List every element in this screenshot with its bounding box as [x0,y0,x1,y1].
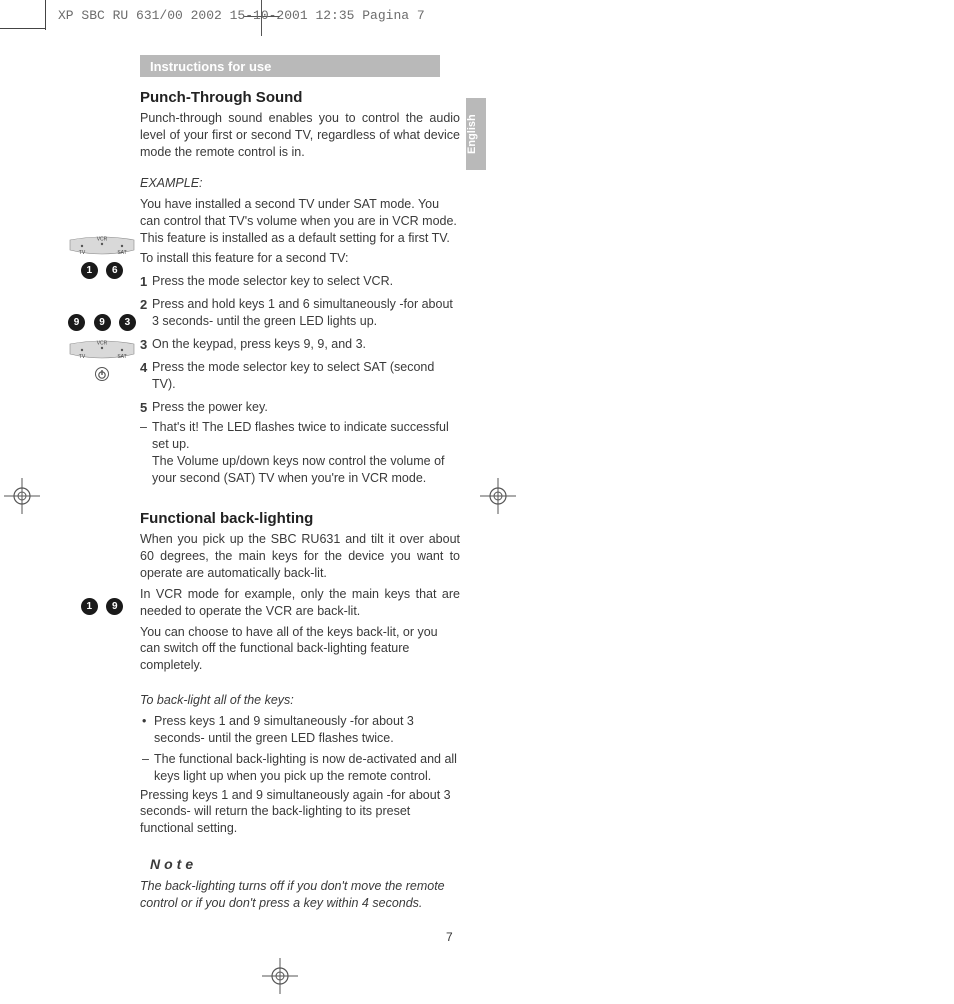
margin-diagram: TV VCR SAT 1 6 [64,236,140,280]
paragraph: Pressing keys 1 and 9 simultaneously aga… [140,787,460,838]
key-icon: 6 [106,262,123,279]
keypad-hint: 9 9 3 [64,314,140,332]
sub-heading: To back-light all of the keys: [140,692,460,709]
section-header-tab: Instructions for use [140,55,440,77]
step-text: Press the power key. [152,399,460,416]
note-body: The back-lighting turns off if you don't… [140,878,460,912]
registration-mark-icon [4,478,40,514]
step-text: On the keypad, press keys 9, 9, and 3. [152,336,460,353]
content-column: Punch-Through Sound Punch-through sound … [140,88,460,916]
page: Instructions for use English TV VCR SAT … [46,30,906,980]
key-icon: 1 [81,262,98,279]
step-item: 1 Press the mode selector key to select … [140,273,460,290]
mode-selector-icon: TV VCR SAT [68,236,136,256]
selector-label: TV [79,250,86,256]
margin-diagram: 9 9 3 TV VCR SAT [64,308,140,387]
step-item: 4 Press the mode selector key to select … [140,359,460,393]
key-icon: 1 [81,598,98,615]
power-icon [64,366,140,387]
paragraph: Punch-through sound enables you to contr… [140,110,460,161]
step-number: 1 [140,273,147,291]
paragraph: The Volume up/down keys now control the … [140,453,460,487]
paragraph: You have installed a second TV under SAT… [140,196,460,247]
bullet-text: Press keys 1 and 9 simultaneously -for a… [154,714,414,745]
step-text: Press the mode selector key to select VC… [152,273,460,290]
paragraph: To install this feature for a second TV: [140,250,460,267]
language-tab: English [466,98,486,170]
note-heading: Note [150,855,460,874]
bullet-item: Press keys 1 and 9 simultaneously -for a… [140,713,460,747]
key-icon: 3 [119,314,136,331]
step-item: 3 On the keypad, press keys 9, 9, and 3. [140,336,460,353]
print-job-header: XP SBC RU 631/00 2002 15-10-2001 12:35 P… [58,8,425,23]
dash-text: The functional back-lighting is now de-a… [154,752,457,783]
paragraph: When you pick up the SBC RU631 and tilt … [140,531,460,582]
keypad-hint: 1 6 [64,262,140,280]
step-number: 4 [140,359,147,377]
step-number: 3 [140,336,147,354]
step-item: 5 Press the power key. [140,399,460,416]
key-icon: 9 [94,314,111,331]
selector-label: TV [79,354,86,360]
selector-label: VCR [97,341,108,347]
margin-diagram: 1 9 [64,592,140,616]
step-number: 2 [140,296,147,314]
heading-backlighting: Functional back-lighting [140,509,460,529]
step-text: Press and hold keys 1 and 6 simultaneous… [152,296,460,330]
selector-label: VCR [97,237,108,243]
dash-text: That's it! The LED flashes twice to indi… [152,420,449,451]
example-label: EXAMPLE: [140,175,460,192]
dash-item: The functional back-lighting is now de-a… [142,751,460,785]
key-icon: 9 [68,314,85,331]
dash-item: That's it! The LED flashes twice to indi… [140,419,460,453]
mode-selector-icon: TV VCR SAT [68,340,136,360]
crop-mark [45,0,46,30]
page-number: 7 [446,930,453,944]
crop-mark [0,28,46,29]
heading-punch-through: Punch-Through Sound [140,88,460,108]
paragraph: You can choose to have all of the keys b… [140,624,460,675]
selector-label: SAT [117,250,126,256]
step-item: 2 Press and hold keys 1 and 6 simultaneo… [140,296,460,330]
selector-label: SAT [117,354,126,360]
step-number: 5 [140,399,147,417]
keypad-hint: 1 9 [64,598,140,616]
key-icon: 9 [106,598,123,615]
step-text: Press the mode selector key to select SA… [152,359,460,393]
paragraph: In VCR mode for example, only the main k… [140,586,460,620]
